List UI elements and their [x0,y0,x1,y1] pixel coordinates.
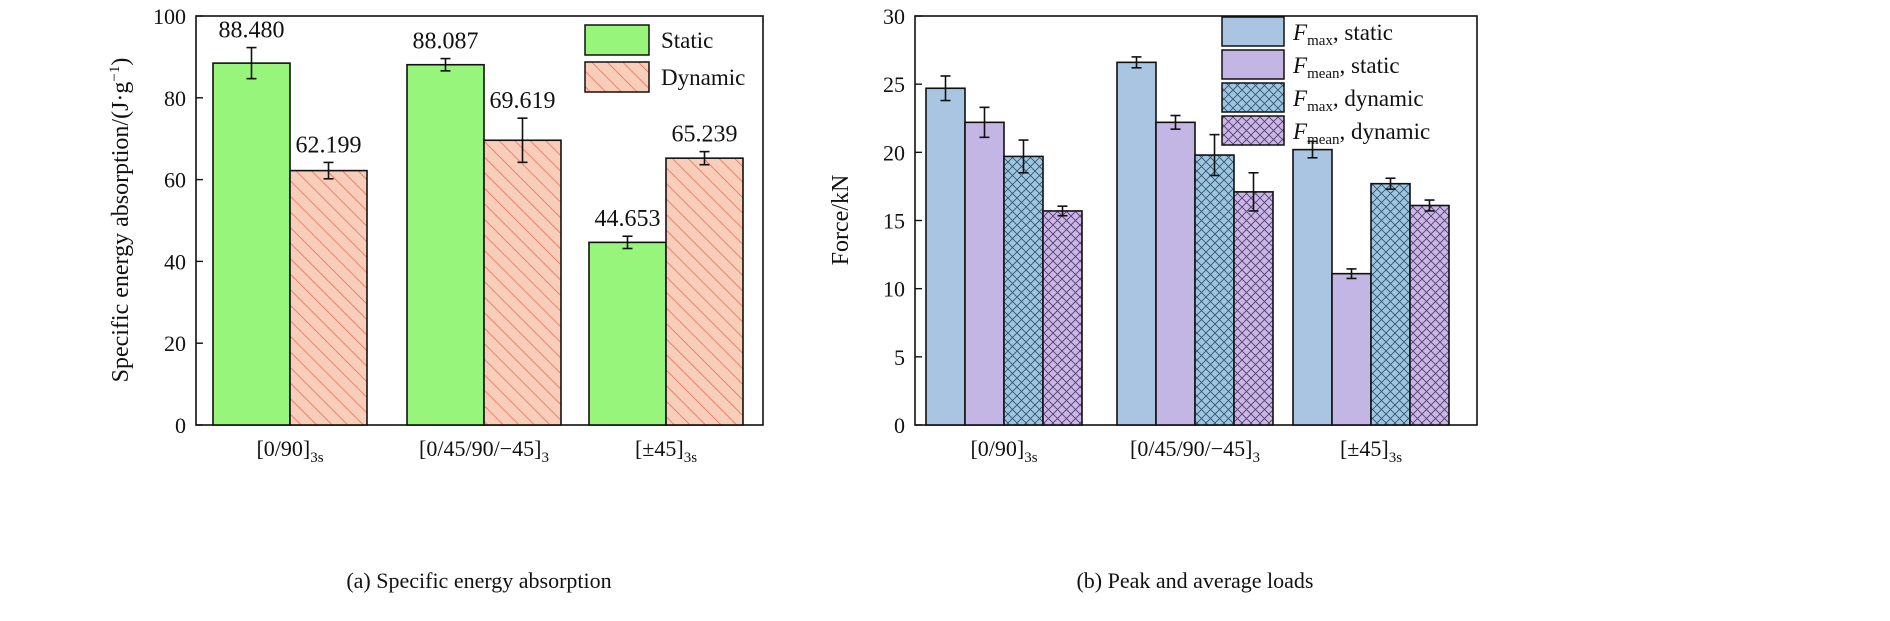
bar-fmean-static [1331,272,1372,426]
bar-static [588,241,667,426]
legend-swatch-fmax-dynamic [1221,82,1285,113]
data-label-dynamic: 62.199 [296,132,362,158]
chart-a-x-tick-label: [±45]3s [635,436,697,466]
chart-a-legend: Static Dynamic [584,24,745,93]
legend-swatch-dynamic [584,61,650,93]
chart-b-peak-and-average-loads: 0 5 10 15 20 25 30 [0/90]3s [0/45/90/−45]3 [±45]3… [828,4,1478,593]
chart-b-caption: (b) Peak and average loads [1076,568,1313,593]
chart-b-y-axis-label: Force/kN [828,175,854,266]
chart-a-y-tick-label: 60 [164,168,186,193]
legend-label-fmax-dynamic: Fmax, dynamic [1292,86,1424,115]
bar-dynamic [289,169,368,426]
chart-a-y-tick-label: 80 [164,86,186,111]
chart-a-caption: (a) Specific energy absorption [346,568,611,593]
chart-a-y-axis-label: Specific energy absorption/(J·g−1) [107,58,134,383]
chart-a-y-tick-label: 40 [164,249,186,274]
data-label-dynamic: 69.619 [490,88,556,114]
data-label-static: 88.480 [219,18,285,44]
bar-fmax-static [925,87,966,426]
chart-a-specific-energy-absorption: 0 20 40 60 80 100 [0/90]3s [0/45/90/−45]3 [±45]3… [107,4,764,593]
bar-fmean-dynamic [1409,204,1450,426]
bar-fmean-static [1155,121,1196,426]
bar-fmax-static [1116,61,1157,426]
chart-b-legend: Fmax, static Fmean, static Fmax, dynamic… [1221,16,1430,148]
chart-b-axes: 0 5 10 15 20 25 30 [0/90]3s [0/45/90/−45]3 [±45]3… [883,4,1478,466]
chart-b-x-tick-label: [±45]3s [1340,436,1402,466]
chart-a-y-tick-label: 100 [153,4,186,29]
data-label-static: 44.653 [595,206,661,232]
bar-fmax-dynamic [1003,155,1044,426]
data-label-static: 88.087 [413,29,479,55]
chart-b-y-tick-label: 20 [883,140,905,165]
legend-label-fmean-static: Fmean, static [1292,53,1400,82]
chart-b-y-tick-label: 0 [894,413,905,438]
bar-fmax-dynamic [1194,154,1235,426]
chart-b-y-tick-label: 25 [883,72,905,97]
bar-dynamic [665,157,744,426]
legend-swatch-fmean-dynamic [1221,115,1285,146]
chart-a-bars [212,46,744,426]
chart-b-x-tick-label: [0/90]3s [970,436,1037,466]
chart-a-x-tick-label: [0/90]3s [256,436,323,466]
chart-b-y-tick-label: 15 [883,209,905,234]
chart-b-y-tick-label: 30 [883,4,905,29]
legend-label-fmean-dynamic: Fmean, dynamic [1292,119,1430,148]
data-label-dynamic: 65.239 [672,122,738,148]
chart-a-data-labels: 88.480 88.087 44.653 62.199 69.619 65.239 [219,18,738,233]
legend-label-dynamic: Dynamic [661,65,745,90]
bar-static [406,63,485,426]
chart-a-y-tick-label: 0 [175,413,186,438]
bar-fmax-static [1292,148,1333,426]
bar-fmean-dynamic [1042,210,1083,426]
bar-fmax-dynamic [1370,182,1411,426]
bar-fmean-dynamic [1233,191,1274,426]
bar-static [212,62,291,426]
legend-label-fmax-static: Fmax, static [1292,20,1393,49]
chart-b-bars [925,56,1450,426]
bar-fmean-static [964,121,1005,426]
chart-a-y-tick-label: 20 [164,331,186,356]
bar-dynamic [483,139,562,426]
legend-swatch-static [584,24,650,56]
legend-swatch-fmean-static [1221,49,1285,80]
chart-b-y-tick-label: 5 [894,345,905,370]
chart-a-x-tick-label: [0/45/90/−45]3 [419,436,549,466]
legend-label-static: Static [661,28,713,53]
chart-b-x-tick-label: [0/45/90/−45]3 [1130,436,1260,466]
legend-swatch-fmax-static [1221,16,1285,47]
chart-b-y-tick-label: 10 [883,277,905,302]
